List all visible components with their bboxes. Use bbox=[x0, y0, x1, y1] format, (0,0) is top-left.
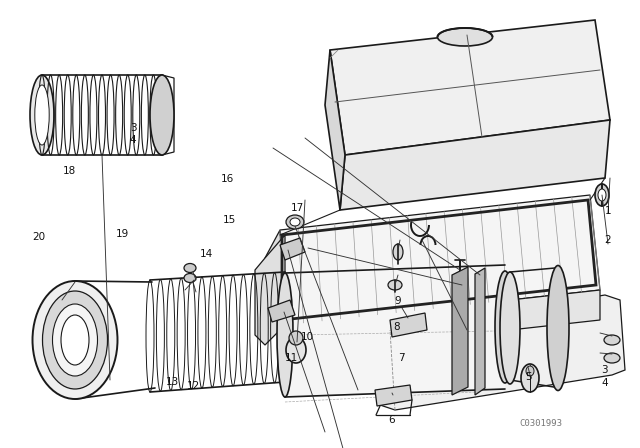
Ellipse shape bbox=[42, 291, 108, 389]
Ellipse shape bbox=[35, 85, 49, 145]
Text: 10: 10 bbox=[301, 332, 314, 342]
Ellipse shape bbox=[526, 366, 534, 376]
Polygon shape bbox=[285, 290, 600, 355]
Text: 5: 5 bbox=[525, 372, 531, 382]
Text: 12: 12 bbox=[187, 381, 200, 391]
Text: 3: 3 bbox=[130, 123, 136, 133]
Ellipse shape bbox=[52, 304, 97, 376]
Text: 1: 1 bbox=[605, 206, 611, 215]
Ellipse shape bbox=[184, 263, 196, 272]
Ellipse shape bbox=[604, 335, 620, 345]
Polygon shape bbox=[330, 20, 610, 155]
Text: 18: 18 bbox=[63, 166, 76, 176]
Ellipse shape bbox=[30, 75, 54, 155]
Text: 15: 15 bbox=[223, 215, 236, 224]
Text: 14: 14 bbox=[200, 250, 212, 259]
Text: 9: 9 bbox=[395, 296, 401, 306]
Text: 7: 7 bbox=[399, 353, 405, 363]
Ellipse shape bbox=[495, 271, 515, 383]
Ellipse shape bbox=[388, 280, 402, 290]
Text: 8: 8 bbox=[394, 322, 400, 332]
Ellipse shape bbox=[500, 272, 520, 384]
Text: 11: 11 bbox=[285, 353, 298, 363]
Text: 4: 4 bbox=[130, 135, 136, 145]
Ellipse shape bbox=[286, 337, 306, 363]
Polygon shape bbox=[255, 235, 285, 345]
Text: 16: 16 bbox=[221, 174, 234, 184]
Ellipse shape bbox=[521, 364, 539, 392]
Ellipse shape bbox=[61, 315, 89, 365]
Ellipse shape bbox=[604, 353, 620, 363]
Polygon shape bbox=[452, 267, 468, 395]
Polygon shape bbox=[380, 295, 625, 410]
Polygon shape bbox=[340, 120, 610, 210]
Polygon shape bbox=[325, 50, 345, 210]
Ellipse shape bbox=[598, 189, 606, 201]
Ellipse shape bbox=[438, 28, 493, 46]
Polygon shape bbox=[390, 313, 427, 337]
Polygon shape bbox=[280, 238, 305, 260]
Polygon shape bbox=[268, 300, 295, 322]
Text: 13: 13 bbox=[166, 377, 179, 387]
Text: 2: 2 bbox=[605, 235, 611, 245]
Text: 20: 20 bbox=[32, 232, 45, 241]
Ellipse shape bbox=[595, 184, 609, 206]
Text: 3: 3 bbox=[602, 365, 608, 375]
Text: 17: 17 bbox=[291, 203, 304, 213]
Text: C0301993: C0301993 bbox=[519, 419, 563, 428]
Polygon shape bbox=[375, 385, 412, 406]
Ellipse shape bbox=[184, 273, 196, 283]
Polygon shape bbox=[162, 75, 174, 155]
Ellipse shape bbox=[547, 266, 569, 391]
Ellipse shape bbox=[150, 75, 174, 155]
Ellipse shape bbox=[33, 281, 118, 399]
Ellipse shape bbox=[289, 331, 303, 345]
Text: 6: 6 bbox=[388, 415, 395, 425]
Ellipse shape bbox=[290, 218, 300, 226]
Ellipse shape bbox=[393, 244, 403, 260]
Polygon shape bbox=[280, 195, 600, 325]
Ellipse shape bbox=[286, 215, 304, 229]
Ellipse shape bbox=[277, 273, 293, 397]
Text: 4: 4 bbox=[602, 378, 608, 388]
Text: 19: 19 bbox=[116, 229, 129, 239]
Polygon shape bbox=[265, 230, 285, 355]
Polygon shape bbox=[285, 265, 505, 397]
Polygon shape bbox=[475, 268, 485, 395]
